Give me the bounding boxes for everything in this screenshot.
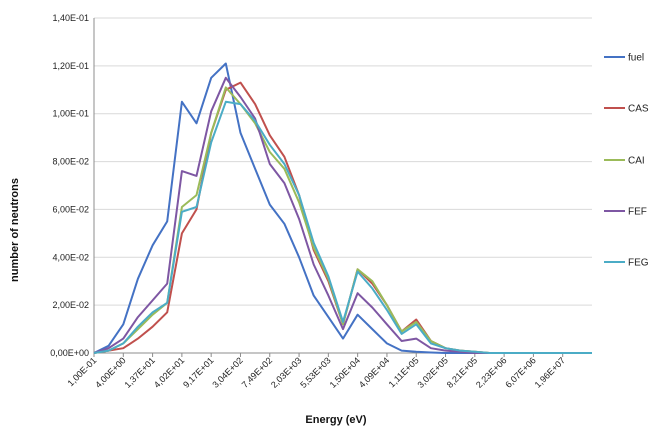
y-tick-label: 0,00E+00 [50,348,89,358]
x-tick-labels: 1,00E-014,00E+001,37E+014,02E+019,17E+01… [66,355,568,390]
y-tick-label: 1,20E-01 [52,61,89,71]
y-tick-label: 2,00E-02 [52,300,89,310]
x-tick-label: 8,21E+05 [445,355,480,390]
y-tick-label: 8,00E-02 [52,157,89,167]
y-axis-title: number of neutrons [9,178,21,282]
legend: fuel CAS CAI FEF FEG [604,53,649,269]
y-tick-labels: 0,00E+00 2,00E-02 4,00E-02 6,00E-02 8,00E-02… [50,13,89,358]
series-line-feg [93,100,592,354]
legend-label-fuel: fuel [628,53,644,64]
x-tick-label: 7,49E+02 [240,355,275,390]
x-tick-label: 2,03E+03 [269,355,304,390]
x-tick-label: 2,23E+06 [474,355,509,390]
x-tick-label: 1,96E+07 [533,355,568,390]
x-tick-label: 3,04E+02 [210,355,245,390]
legend-label-cas: CAS [628,104,649,115]
x-tick-label: 4,02E+01 [152,355,187,390]
series-line-cai [93,86,592,354]
x-tick-label: 5,53E+03 [298,355,333,390]
series-line-cas [93,81,592,354]
x-tick-label: 9,17E+01 [181,355,216,390]
x-tick-label: 3,02E+05 [415,355,450,390]
x-tick-label: 1,37E+01 [122,355,157,390]
x-tick-label: 4,00E+00 [93,355,128,390]
y-tick-label: 4,00E-02 [52,252,89,262]
series-lines [93,62,592,354]
x-axis-title: Energy (eV) [305,414,366,426]
y-tick-label: 1,00E-01 [52,109,89,119]
y-tick-label: 1,40E-01 [52,13,89,23]
legend-label-fef: FEF [628,207,647,218]
x-tick-label: 1,50E+04 [328,355,363,390]
x-tick-label: 4,09E+04 [357,355,392,390]
legend-label-cai: CAI [628,156,645,167]
legend-label-feg: FEG [628,258,649,269]
y-tick-label: 6,00E-02 [52,204,89,214]
x-tick-label: 6,07E+06 [503,355,538,390]
